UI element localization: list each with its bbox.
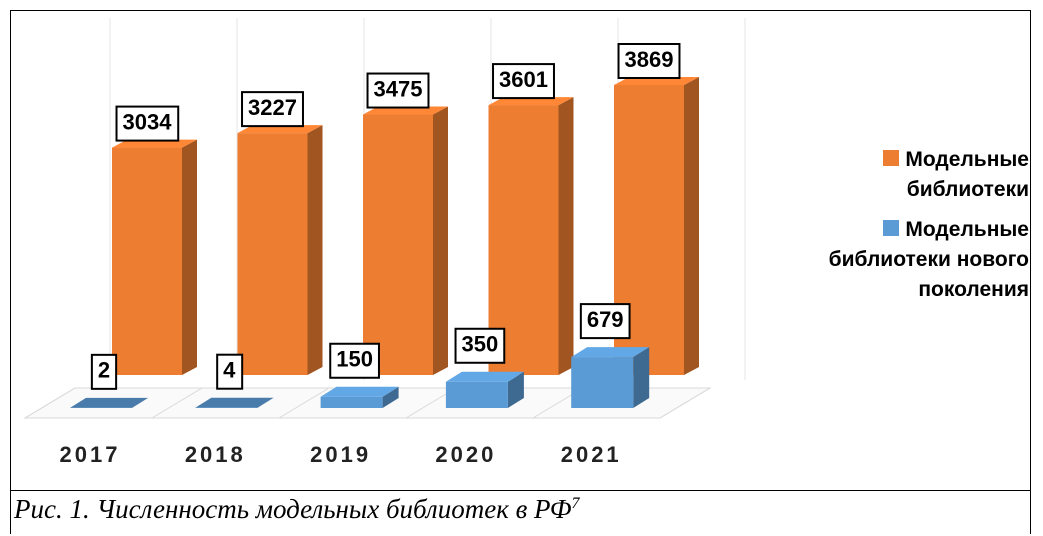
- bar-top: [195, 397, 274, 408]
- data-label-text: 3475: [374, 76, 423, 101]
- bar-top: [70, 397, 148, 408]
- bar-front: [363, 114, 433, 376]
- data-label-text: 3869: [625, 47, 674, 72]
- data-label-text: 679: [587, 307, 624, 332]
- data-label: 3475: [366, 72, 430, 109]
- floor-line: [278, 387, 330, 419]
- bar-top: [320, 386, 399, 397]
- data-label: 3869: [617, 43, 681, 79]
- data-label-box: [579, 303, 631, 340]
- data-label-box: [617, 43, 681, 79]
- bar: [320, 386, 399, 408]
- caption-text: Рис. 1. Численность модельных библиотек …: [14, 494, 572, 524]
- caption: Рис. 1. Численность модельных библиотек …: [14, 494, 580, 525]
- data-label-box: [329, 342, 380, 379]
- bar-front: [320, 396, 383, 408]
- bar-side: [507, 371, 524, 408]
- data-label-box: [90, 353, 118, 390]
- data-label-box: [454, 327, 506, 364]
- data-label-box: [241, 91, 304, 128]
- legend-label: Модельные библиотеки нового поколения: [828, 218, 1029, 301]
- x-tick-label: 2018: [185, 442, 246, 467]
- data-label-text: 2: [98, 358, 110, 383]
- footnote: 7: [571, 495, 580, 512]
- legend-swatch: [883, 220, 900, 236]
- bar: [363, 106, 448, 376]
- data-label-text: 3034: [123, 109, 173, 134]
- legend-label: Модельные библиотеки: [905, 148, 1029, 201]
- floor-line: [151, 387, 203, 419]
- data-label: 2: [90, 353, 118, 390]
- bar: [237, 125, 323, 375]
- x-tick-label: 2017: [60, 442, 121, 467]
- bar-front: [571, 357, 634, 408]
- data-label-text: 4: [223, 358, 236, 383]
- bar-top: [571, 347, 650, 358]
- data-label-text: 3227: [248, 95, 297, 120]
- bar-side: [132, 397, 148, 408]
- chart: 3034 3227 3475 3601 3869 2 4 150 350 679 2017 2018 2…: [23, 18, 746, 467]
- bar-top: [445, 371, 524, 382]
- data-label-text: 3601: [499, 67, 548, 92]
- data-label: 3034: [115, 105, 180, 142]
- data-label: 3601: [492, 63, 555, 100]
- bar: [112, 139, 197, 375]
- x-tick-label: 2019: [310, 442, 371, 467]
- bar-side: [433, 106, 448, 376]
- bar: [195, 397, 274, 408]
- floor-line: [659, 387, 711, 419]
- data-label: 350: [454, 327, 506, 364]
- data-label: 3227: [241, 91, 304, 128]
- data-label-box: [492, 63, 555, 100]
- bar-side: [633, 347, 650, 408]
- data-label-box: [216, 353, 244, 390]
- frame: [10, 10, 1031, 534]
- bar-front: [237, 133, 308, 375]
- legend-item: Модельные библиотеки: [759, 145, 1029, 205]
- bar-front: [112, 147, 182, 375]
- bar-side: [182, 139, 197, 375]
- x-tick-label: 2021: [561, 442, 622, 467]
- x-tick-label: 2020: [435, 442, 496, 467]
- data-label-text: 150: [336, 347, 373, 372]
- bar-side: [307, 125, 323, 375]
- separator: [10, 490, 1031, 491]
- bar-side: [257, 397, 274, 408]
- bar-front: [445, 381, 508, 408]
- legend-swatch: [883, 150, 900, 166]
- floor-line: [24, 387, 76, 419]
- bar-side: [558, 97, 574, 375]
- bar-side: [684, 77, 699, 375]
- legend-item: Модельные библиотеки нового поколения: [759, 215, 1029, 305]
- bar: [571, 347, 650, 408]
- data-label-box: [366, 72, 430, 109]
- bar: [70, 397, 148, 408]
- bar-side: [382, 386, 399, 408]
- data-label-box: [115, 105, 180, 142]
- bar: [445, 371, 524, 408]
- data-label-text: 350: [462, 332, 499, 357]
- data-label: 150: [329, 342, 380, 379]
- data-label: 679: [579, 303, 631, 340]
- data-label: 4: [216, 353, 244, 390]
